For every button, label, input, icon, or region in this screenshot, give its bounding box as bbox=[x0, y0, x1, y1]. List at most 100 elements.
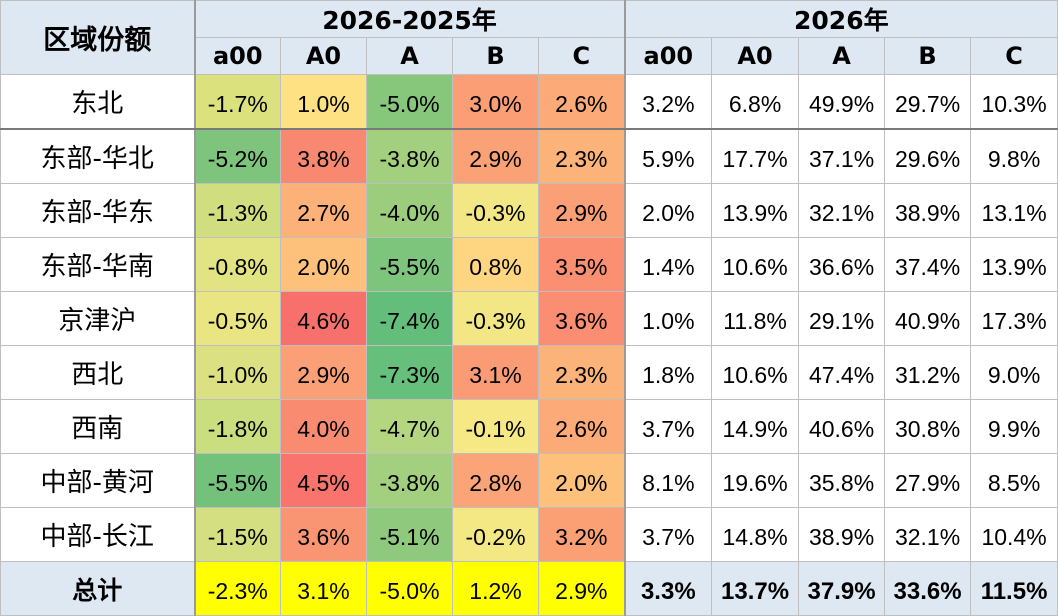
share-value-cell: 32.1% bbox=[884, 507, 972, 562]
share-value-cell: 47.4% bbox=[798, 345, 886, 400]
share-value-cell: 13.1% bbox=[970, 183, 1058, 238]
share-value-cell: 40.6% bbox=[798, 399, 886, 454]
share-value-cell: 6.8% bbox=[711, 74, 800, 130]
total-share-cell: 37.9% bbox=[798, 561, 886, 616]
change-value-cell: 2.9% bbox=[537, 183, 626, 238]
change-value-cell: -1.7% bbox=[194, 74, 281, 130]
change-value-cell: 2.9% bbox=[280, 345, 367, 400]
change-value-cell: 3.6% bbox=[537, 291, 626, 346]
change-value-cell: -1.0% bbox=[194, 345, 281, 400]
change-value-cell: 2.0% bbox=[280, 237, 367, 292]
share-value-cell: 10.6% bbox=[711, 237, 800, 292]
region-name-cell: 东部-华北 bbox=[0, 128, 196, 184]
change-value-cell: 4.5% bbox=[280, 453, 367, 508]
change-value-cell: -0.2% bbox=[452, 507, 539, 562]
change-value-cell: 3.5% bbox=[537, 237, 626, 292]
change-value-cell: 2.3% bbox=[537, 345, 626, 400]
change-value-cell: -0.5% bbox=[194, 291, 281, 346]
header-row-groups: 区域份额 2026-2025年 2026年 bbox=[0, 0, 1058, 75]
share-value-cell: 17.3% bbox=[970, 291, 1058, 346]
share-value-cell: 13.9% bbox=[711, 183, 800, 238]
share-value-cell: 11.8% bbox=[711, 291, 800, 346]
total-change-cell: -5.0% bbox=[366, 561, 453, 616]
table-row: 京津沪 -0.5% 4.6% -7.4% -0.3% 3.6% 1.0% 11.8% 29.1%… bbox=[0, 291, 1058, 346]
share-value-cell: 9.0% bbox=[970, 345, 1058, 400]
share-value-cell: 37.1% bbox=[798, 128, 886, 184]
table-row: 东北 -1.7% 1.0% -5.0% 3.0% 2.6% 3.2% 6.8% 49.9% 29.… bbox=[0, 74, 1058, 130]
total-label-cell: 总计 bbox=[0, 561, 196, 616]
change-segment-header: a00 bbox=[194, 37, 281, 75]
change-segment-header: A bbox=[366, 37, 453, 75]
share-value-cell: 38.9% bbox=[884, 183, 972, 238]
share-value-cell: 40.9% bbox=[884, 291, 972, 346]
region-name-cell: 中部-长江 bbox=[0, 507, 196, 562]
table-row: 中部-长江 -1.5% 3.6% -5.1% -0.2% 3.2% 3.7% 14.8% 38.… bbox=[0, 507, 1058, 562]
change-value-cell: -1.8% bbox=[194, 399, 281, 454]
share-value-cell: 14.9% bbox=[711, 399, 800, 454]
table-row: 中部-黄河 -5.5% 4.5% -3.8% 2.8% 2.0% 8.1% 19.6% 35.8… bbox=[0, 453, 1058, 508]
share-value-cell: 1.8% bbox=[624, 345, 713, 400]
change-value-cell: 4.6% bbox=[280, 291, 367, 346]
share-value-cell: 1.4% bbox=[624, 237, 713, 292]
share-value-cell: 19.6% bbox=[711, 453, 800, 508]
total-change-cell: 2.9% bbox=[537, 561, 626, 616]
change-value-cell: 2.6% bbox=[537, 399, 626, 454]
share-value-cell: 30.8% bbox=[884, 399, 972, 454]
share-segment-header: a00 bbox=[624, 37, 713, 75]
table-body: 东北 -1.7% 1.0% -5.0% 3.0% 2.6% 3.2% 6.8% 49.9% 29.… bbox=[0, 74, 1058, 616]
share-value-cell: 10.4% bbox=[970, 507, 1058, 562]
change-value-cell: -5.0% bbox=[366, 74, 453, 130]
share-value-cell: 5.9% bbox=[624, 128, 713, 184]
region-name-cell: 东北 bbox=[0, 74, 196, 130]
total-share-cell: 11.5% bbox=[970, 561, 1058, 616]
change-value-cell: -7.4% bbox=[366, 291, 453, 346]
share-value-cell: 49.9% bbox=[798, 74, 886, 130]
region-column-header: 区域份额 bbox=[0, 0, 196, 75]
change-value-cell: 2.3% bbox=[537, 128, 626, 184]
share-value-cell: 1.0% bbox=[624, 291, 713, 346]
share-value-cell: 14.8% bbox=[711, 507, 800, 562]
region-name-cell: 京津沪 bbox=[0, 291, 196, 346]
share-value-cell: 10.3% bbox=[970, 74, 1058, 130]
change-value-cell: -0.3% bbox=[452, 183, 539, 238]
change-value-cell: -5.2% bbox=[194, 128, 281, 184]
share-value-cell: 8.1% bbox=[624, 453, 713, 508]
change-value-cell: 3.1% bbox=[452, 345, 539, 400]
share-value-cell: 9.9% bbox=[970, 399, 1058, 454]
share-value-cell: 8.5% bbox=[970, 453, 1058, 508]
change-value-cell: 3.0% bbox=[452, 74, 539, 130]
total-share-cell: 13.7% bbox=[711, 561, 800, 616]
change-value-cell: -5.5% bbox=[194, 453, 281, 508]
share-segment-header: A0 bbox=[711, 37, 800, 75]
region-name-cell: 东部-华南 bbox=[0, 237, 196, 292]
share-value-cell: 13.9% bbox=[970, 237, 1058, 292]
table-row: 西南 -1.8% 4.0% -4.7% -0.1% 2.6% 3.7% 14.9% 40.6% 3… bbox=[0, 399, 1058, 454]
change-value-cell: 2.9% bbox=[452, 128, 539, 184]
change-segment-header: B bbox=[452, 37, 539, 75]
total-change-cell: 3.1% bbox=[280, 561, 367, 616]
change-value-cell: 3.6% bbox=[280, 507, 367, 562]
region-name-cell: 西北 bbox=[0, 345, 196, 400]
change-value-cell: 3.2% bbox=[537, 507, 626, 562]
share-value-cell: 17.7% bbox=[711, 128, 800, 184]
share-value-cell: 35.8% bbox=[798, 453, 886, 508]
total-row: 总计 -2.3% 3.1% -5.0% 1.2% 2.9% 3.3% 13.7% 37.9% 33… bbox=[0, 561, 1058, 616]
share-value-cell: 29.6% bbox=[884, 128, 972, 184]
share-value-cell: 36.6% bbox=[798, 237, 886, 292]
share-value-cell: 29.1% bbox=[798, 291, 886, 346]
share-value-cell: 31.2% bbox=[884, 345, 972, 400]
change-value-cell: -1.3% bbox=[194, 183, 281, 238]
change-group-header: 2026-2025年 bbox=[193, 0, 626, 38]
change-value-cell: 2.6% bbox=[537, 74, 626, 130]
header-row-segments: a00 A0 A B C a00 A0 A B C bbox=[1, 37, 1058, 75]
share-value-cell: 38.9% bbox=[798, 507, 886, 562]
share-segment-header: A bbox=[798, 37, 886, 75]
share-value-cell: 37.4% bbox=[884, 237, 972, 292]
change-segment-header: C bbox=[537, 37, 626, 75]
share-value-cell: 9.8% bbox=[970, 128, 1058, 184]
share-value-cell: 3.7% bbox=[624, 507, 713, 562]
change-value-cell: 0.8% bbox=[452, 237, 539, 292]
region-name-cell: 东部-华东 bbox=[0, 183, 196, 238]
share-value-cell: 2.0% bbox=[624, 183, 713, 238]
